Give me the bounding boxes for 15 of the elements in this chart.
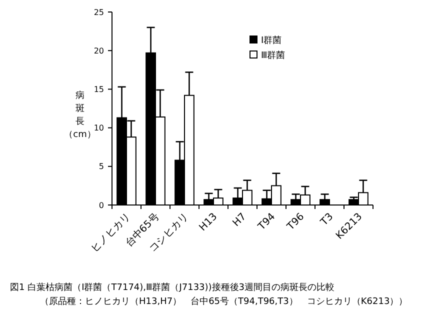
y-tick-label: 0 <box>98 200 104 210</box>
legend-label: Ⅰ群菌 <box>261 35 282 46</box>
legend-label: Ⅲ群菌 <box>261 50 286 62</box>
y-axis-title: 病斑長（cm） <box>64 90 96 140</box>
y-tick-label: 15 <box>94 85 104 94</box>
y-tick-label: 20 <box>94 46 104 56</box>
caption: 図1 白葉枯病菌（Ⅰ群菌（T7174),Ⅲ群菌（J7133))接種後3週間目の病斑長の比較 <box>10 282 335 293</box>
x-tick-label: T3 <box>318 211 336 229</box>
text: （原品種：ヒノヒカリ（H13,H7） 台中65号（T94,T96,T3） コシヒカリ（K6213）） <box>40 296 408 307</box>
x-tick-label: H7 <box>231 211 249 229</box>
y-tick-label: 10 <box>94 124 104 133</box>
x-tick-label: T96 <box>284 211 307 234</box>
y-tick-label: 25 <box>94 8 104 17</box>
y-tick-label: 5 <box>98 162 104 172</box>
x-tick-label: T94 <box>256 211 278 234</box>
